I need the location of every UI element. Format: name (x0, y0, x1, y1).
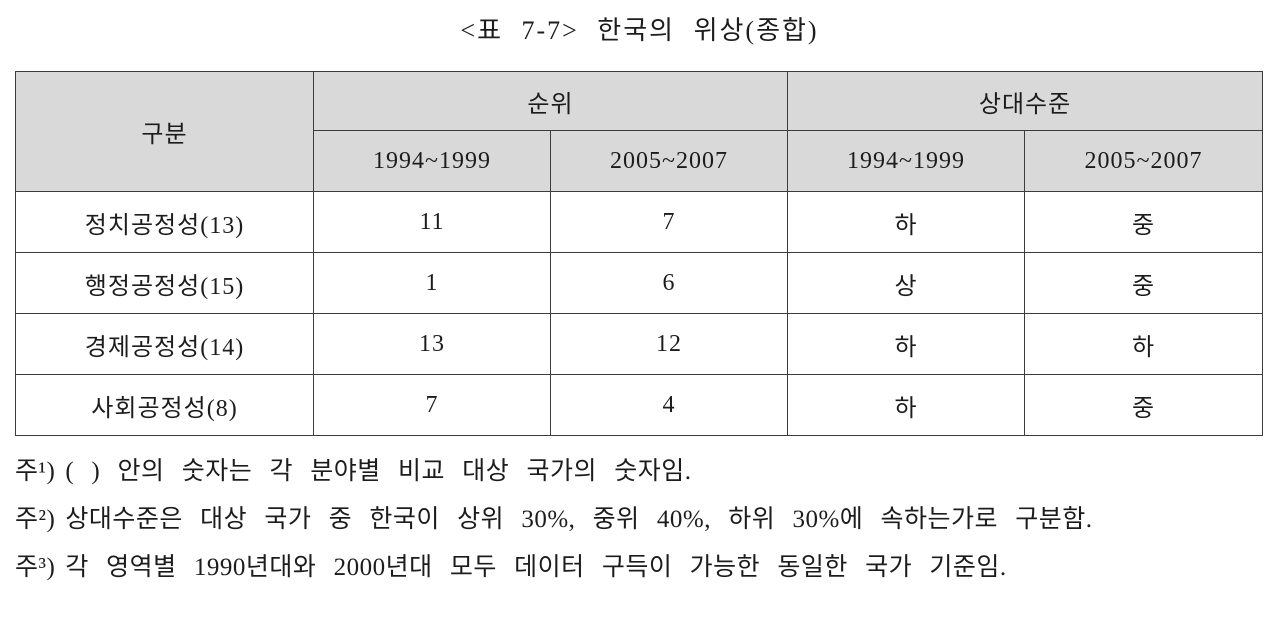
table-cell: 하 (787, 374, 1026, 436)
table-cell: 하 (1024, 313, 1264, 375)
footnotes: 주¹) ( ) 안의 숫자는 각 분야별 비교 대상 국가의 숫자임. 주²) 상대… (15, 448, 1263, 592)
table-row: 경제공정성(14) 13 12 하 하 (15, 313, 1264, 375)
footnote-marker: 주¹) (15, 458, 56, 485)
table-cell: 4 (549, 374, 789, 436)
table-cell: 상 (787, 252, 1026, 314)
col-header-relative-level: 상대수준 (787, 71, 1264, 131)
table-cell: 13 (313, 313, 551, 375)
table-cell: 하 (787, 191, 1026, 253)
table-cell: 11 (313, 191, 551, 253)
row-label: 경제공정성(14) (15, 313, 314, 375)
subheader-level-period-2: 2005~2007 (1024, 130, 1264, 192)
table-cell: 중 (1024, 374, 1264, 436)
col-header-rank: 순위 (312, 71, 789, 131)
footnote-text: 각 영역별 1990년대와 2000년대 모두 데이터 구득이 가능한 동일한 … (65, 554, 1007, 581)
table-cell: 중 (1024, 191, 1264, 253)
table-cell: 6 (549, 252, 789, 314)
footnote-text: 상대수준은 대상 국가 중 한국이 상위 30%, 중위 40%, 하위 30%… (65, 506, 1093, 533)
subheader-level-period-1: 1994~1999 (787, 130, 1026, 192)
footnote-2: 주²) 상대수준은 대상 국가 중 한국이 상위 30%, 중위 40%, 하위 … (15, 496, 1263, 544)
table-row: 행정공정성(15) 1 6 상 중 (15, 252, 1264, 314)
subheader-rank-period-2: 2005~2007 (549, 130, 789, 192)
table-row: 정치공정성(13) 11 7 하 중 (15, 191, 1264, 253)
table-cell: 중 (1024, 252, 1264, 314)
footnote-1: 주¹) ( ) 안의 숫자는 각 분야별 비교 대상 국가의 숫자임. (15, 448, 1263, 496)
footnote-text: ( ) 안의 숫자는 각 분야별 비교 대상 국가의 숫자임. (65, 458, 692, 485)
table-row: 사회공정성(8) 7 4 하 중 (15, 374, 1264, 436)
table-cell: 7 (549, 191, 789, 253)
col-header-category: 구분 (15, 71, 314, 192)
table-cell: 1 (313, 252, 551, 314)
table-cell: 하 (787, 313, 1026, 375)
header-row-periods: 1994~1999 2005~2007 1994~1999 2005~2007 (16, 130, 1264, 192)
footnote-marker: 주²) (15, 506, 56, 533)
row-label: 사회공정성(8) (15, 374, 314, 436)
table-cell: 7 (313, 374, 551, 436)
row-label: 행정공정성(15) (15, 252, 314, 314)
header-row-groups: 구분 순위 상대수준 (15, 71, 1264, 192)
footnote-marker: 주³) (15, 554, 56, 581)
row-label: 정치공정성(13) (15, 191, 314, 253)
footnote-3: 주³) 각 영역별 1990년대와 2000년대 모두 데이터 구득이 가능한 동… (15, 544, 1263, 592)
korea-status-table: 구분 순위 상대수준 1994~1999 2005~2007 1994~1999… (15, 71, 1264, 436)
table-cell: 12 (549, 313, 789, 375)
table-title: <표 7-7> 한국의 위상(종합) (460, 16, 819, 45)
subheader-rank-period-1: 1994~1999 (313, 130, 551, 192)
